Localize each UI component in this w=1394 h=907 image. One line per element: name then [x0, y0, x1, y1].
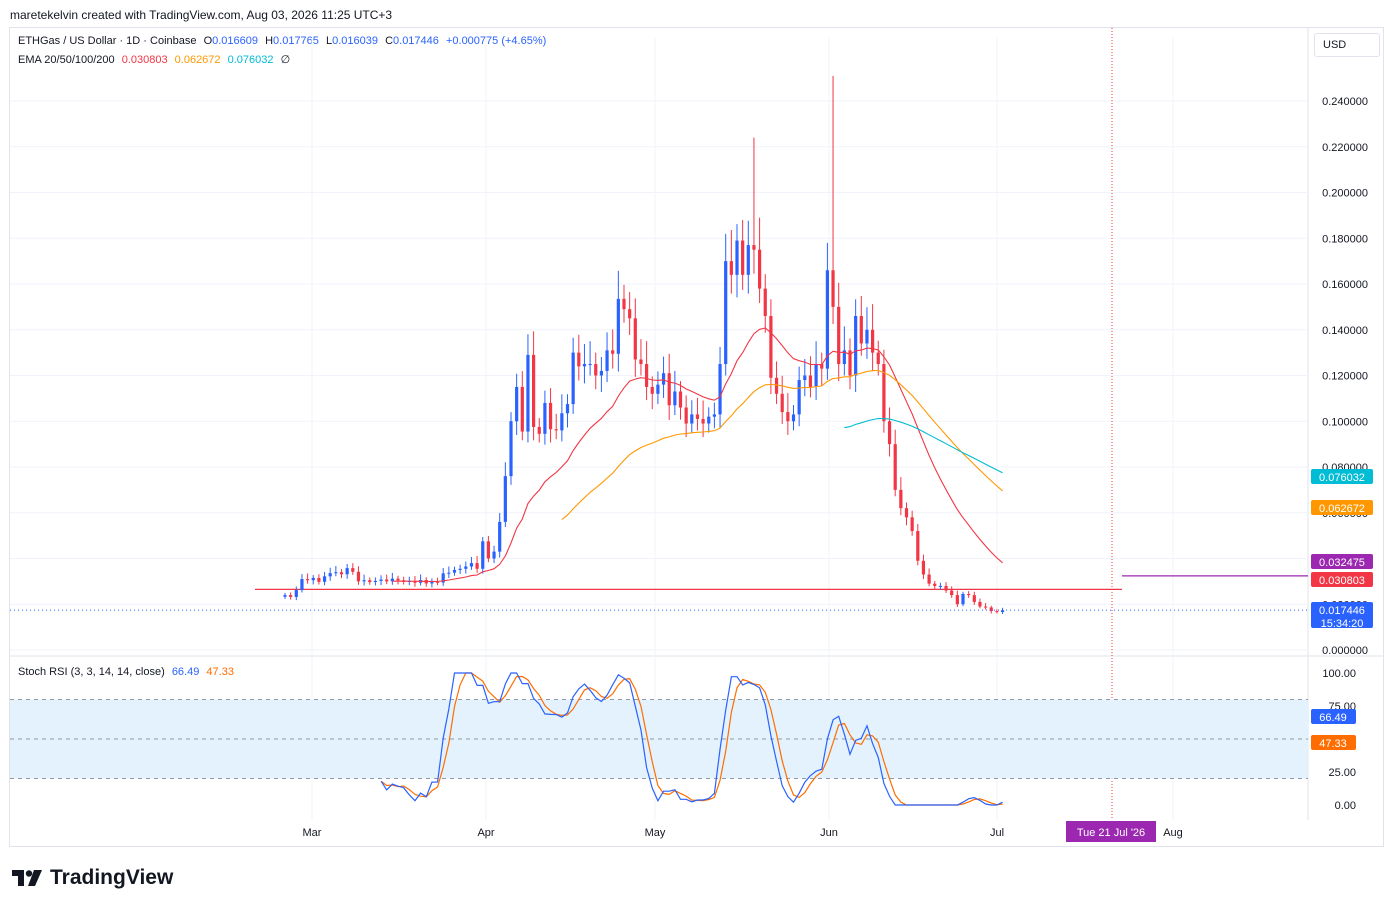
ema200-value: ∅ — [280, 54, 291, 66]
tradingview-logo-icon — [12, 870, 42, 886]
tradingview-logo[interactable]: TradingView — [10, 866, 173, 890]
tradingview-logo-text: TradingView — [50, 866, 174, 889]
ohlc-open: O0.016609 — [203, 35, 259, 47]
stoch-legend: Stoch RSI (3, 3, 14, 14, close) 66.49 47… — [18, 666, 238, 678]
ema20-value: 0.030803 — [121, 54, 168, 66]
ohlc-close: C0.017446 — [385, 35, 439, 47]
ohlc-high: H0.017765 — [265, 35, 319, 47]
ema-legend: EMA 20/50/100/200 0.030803 0.062672 0.07… — [18, 53, 294, 66]
main-legend: ETHGas / US Dollar · 1D · Coinbase O0.01… — [18, 35, 550, 47]
ema50-value: 0.062672 — [174, 54, 221, 66]
ohlc-change: +0.000775 (+4.65%) — [445, 35, 547, 47]
stoch-label[interactable]: Stoch RSI (3, 3, 14, 14, close) — [18, 666, 165, 678]
chart-credit: maretekelvin created with TradingView.co… — [10, 8, 393, 22]
ohlc-low: L0.016039 — [325, 35, 378, 47]
symbol-label[interactable]: ETHGas / US Dollar · 1D · Coinbase — [18, 35, 197, 47]
chart-frame — [9, 27, 1384, 847]
stoch-d-value: 47.33 — [206, 666, 234, 678]
stoch-k-value: 66.49 — [171, 666, 200, 678]
currency-button[interactable]: USD — [1314, 33, 1380, 57]
ema100-value: 0.076032 — [227, 54, 274, 66]
ema-label[interactable]: EMA 20/50/100/200 — [18, 54, 115, 66]
